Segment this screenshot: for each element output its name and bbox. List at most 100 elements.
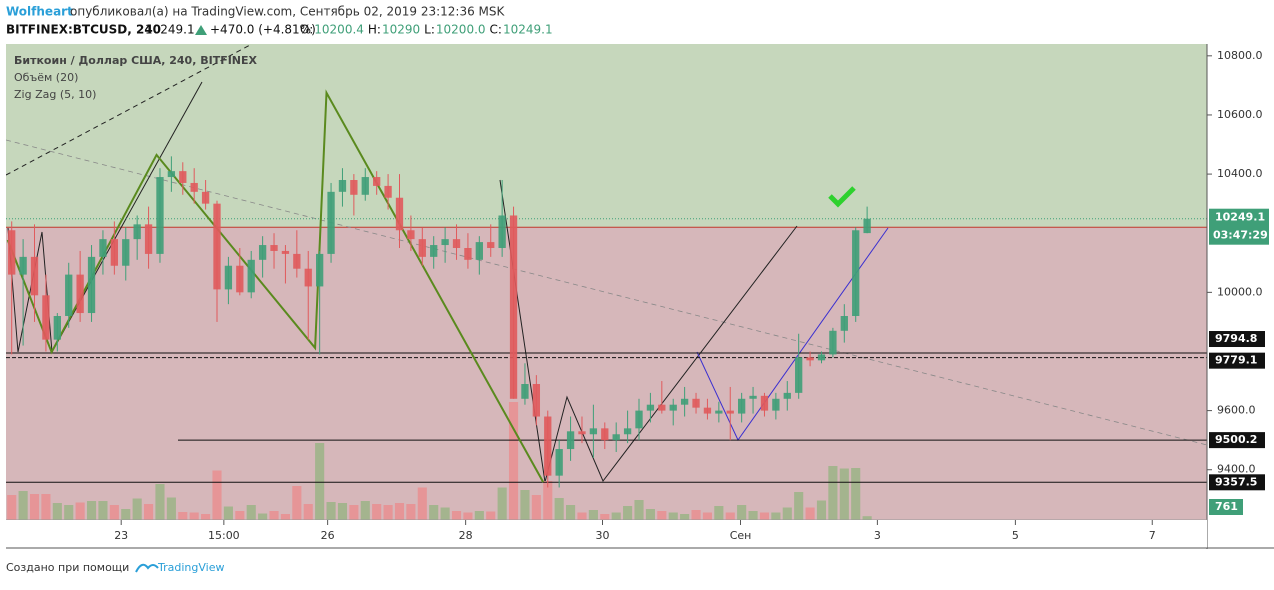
volume-bar: [771, 512, 781, 520]
volume-bar: [725, 512, 735, 520]
y-tick-label: 10400.0: [1217, 167, 1263, 180]
volume-bar: [634, 500, 644, 520]
volume-bar: [86, 501, 97, 520]
candle-body: [236, 265, 244, 293]
volume-bar: [759, 512, 770, 520]
candle-body: [247, 259, 255, 293]
candle-body: [464, 248, 472, 260]
candle-body: [680, 398, 689, 405]
volume-bar: [417, 487, 427, 520]
candle-body: [65, 274, 73, 316]
footer-text: Создано при помощи: [6, 561, 129, 574]
candle-body: [829, 330, 837, 355]
ohlc-value: 10200.0: [436, 23, 486, 37]
volume-bar: [280, 514, 290, 520]
volume-bar: [394, 503, 405, 520]
level-label: 9794.8: [1215, 332, 1257, 345]
volume-bar: [543, 481, 553, 520]
change: +470.0 (+4.81%): [210, 23, 316, 37]
candle-body: [179, 171, 187, 183]
volume-bar: [121, 509, 131, 520]
volume-bar: [75, 502, 85, 520]
candle-body: [19, 256, 27, 275]
volume-bar: [463, 512, 473, 520]
candle-body: [338, 180, 347, 192]
candle-body: [350, 180, 358, 195]
candle-body: [395, 197, 404, 231]
volume-bar: [486, 511, 496, 520]
ohlc-label: H:: [368, 23, 381, 37]
last-price: 10249.1: [1215, 211, 1265, 224]
author[interactable]: Wolfheart: [6, 5, 73, 19]
candle-body: [110, 239, 119, 266]
volume-bar: [862, 516, 872, 520]
candle-body: [589, 428, 598, 435]
candle-body: [293, 253, 301, 269]
logo: [135, 563, 159, 573]
candle-body: [772, 398, 780, 411]
volume-bar: [714, 506, 724, 520]
level-label: 9357.5: [1215, 475, 1257, 488]
last: 10249.1: [145, 23, 195, 37]
volume-bar: [223, 506, 233, 520]
candle-body: [327, 191, 335, 254]
drawings: [6, 44, 1207, 483]
candle-body: [566, 431, 575, 450]
candle-body: [612, 434, 620, 441]
footer-brand[interactable]: TradingView: [157, 561, 224, 574]
candle-body: [167, 171, 176, 178]
volume-bar: [429, 505, 439, 520]
volume-bar: [782, 507, 792, 520]
candle-body: [281, 250, 290, 254]
volume-bar: [520, 490, 530, 520]
volume-bar: [235, 511, 245, 520]
candle-body: [201, 191, 210, 204]
volume-bar: [600, 514, 610, 520]
check-mark: [828, 186, 856, 208]
candle-body: [749, 395, 757, 399]
y-tick-label: 10600.0: [1217, 108, 1263, 121]
candle-body: [509, 215, 518, 399]
volume-bar: [737, 505, 747, 520]
volume-bar: [52, 503, 62, 520]
volume-bar: [349, 505, 359, 520]
volume-bar: [155, 484, 165, 520]
candle-body: [144, 224, 153, 254]
volume-bar: [623, 506, 633, 520]
countdown: 03:47:29: [1213, 229, 1268, 242]
candle-body: [726, 410, 734, 414]
x-tick-label: 26: [321, 529, 335, 542]
candle-body: [133, 224, 141, 240]
volume-bar: [201, 514, 211, 520]
volume-bar: [702, 512, 713, 520]
volume-bar: [144, 504, 154, 520]
ohlc-value: 10290: [382, 23, 420, 37]
volume-bar: [851, 468, 861, 520]
candle-body: [30, 256, 39, 296]
candle-body: [190, 182, 198, 192]
volume-bar: [337, 503, 348, 520]
volume-bar: [7, 495, 17, 520]
candle-body: [532, 384, 541, 417]
candle-body: [487, 242, 495, 248]
volume-bar: [816, 500, 827, 520]
ohlc-label: L:: [424, 23, 435, 37]
x-tick-label: 7: [1149, 529, 1156, 542]
volume-bar: [657, 511, 667, 520]
candle-body: [373, 177, 381, 186]
candle-body: [601, 428, 609, 441]
candle-body: [99, 239, 107, 257]
volume-bar: [566, 505, 576, 520]
candle-body: [430, 245, 438, 257]
volume-bar: [805, 507, 815, 520]
volume-bar: [383, 505, 393, 520]
candle-body: [783, 392, 791, 399]
candle-body: [418, 239, 426, 257]
volume-bar: [178, 512, 188, 520]
level-label-bg: [1209, 474, 1265, 491]
volume-bar: [440, 507, 450, 520]
x-tick-label: 23: [114, 529, 128, 542]
candle-body: [544, 416, 552, 476]
y-tick-label: 9400.0: [1217, 463, 1256, 476]
